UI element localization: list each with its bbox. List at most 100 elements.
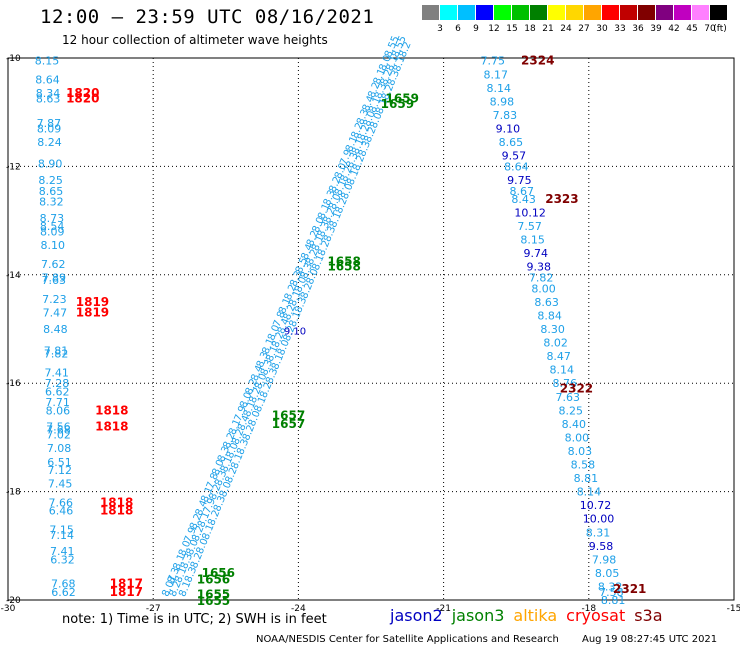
- wave-height-value: 8.32: [39, 196, 64, 209]
- pass-time-label: 2322: [560, 382, 593, 396]
- wave-height-value: 8.14: [577, 486, 602, 499]
- wave-height-value: 7.82: [44, 347, 68, 360]
- wave-height-value: 8.15: [35, 55, 60, 68]
- wave-height-value: 9.57: [502, 150, 527, 163]
- wave-height-value: 7.87: [37, 117, 62, 130]
- wave-height-value: 8.24: [37, 136, 62, 149]
- wave-height-value: 8.64: [35, 74, 60, 87]
- map-frame: [7, 57, 735, 601]
- wave-height-value: 8.47: [546, 350, 571, 363]
- pass-time-label: 2321: [613, 582, 646, 596]
- wave-height-value: 8.31: [586, 526, 611, 539]
- scale-label: 9: [473, 24, 479, 34]
- wave-height-value: 8.30: [540, 323, 565, 336]
- satellite-jason3: jason3: [451, 606, 505, 625]
- wave-height-value: 7.08: [47, 442, 72, 455]
- scale-label: 45: [686, 24, 698, 34]
- scale-label: 21: [542, 24, 554, 34]
- map-title: 12:00 – 23:59 UTC 08/16/2021: [40, 6, 375, 28]
- scale-label: 36: [632, 24, 644, 34]
- satellite-cryosat: cryosat: [566, 606, 626, 625]
- wave-height-value: 10.72: [580, 499, 612, 512]
- wave-height-value: 8.76: [553, 377, 578, 390]
- wave-height-value: 8.67: [510, 185, 535, 198]
- pass-time-label: 1656: [202, 566, 235, 580]
- scale-swatch: [458, 5, 475, 20]
- wave-height-value: 8.84: [537, 309, 562, 322]
- pass-time-label: 1655: [197, 594, 230, 608]
- lon-tick-label: -30: [1, 604, 16, 614]
- scale-swatch: [602, 5, 619, 20]
- wave-height-value: 10.12: [514, 206, 546, 219]
- pass-time-label: 1659: [381, 97, 414, 111]
- wave-height-value: 7.68: [51, 578, 76, 591]
- wave-height-value: 9.10: [284, 326, 306, 337]
- lon-tick-label: -24: [291, 604, 306, 614]
- scale-swatch: [566, 5, 583, 20]
- wave-height-value: 8.40: [562, 418, 587, 431]
- wave-height-value: 9.74: [523, 247, 548, 260]
- wave-height-value: 7.45: [48, 477, 73, 490]
- credit-text: NOAA/NESDIS Center for Satellite Applica…: [256, 634, 559, 645]
- wave-height-value: 7.47: [43, 307, 68, 320]
- scale-label: 70: [704, 24, 716, 34]
- lat-tick-label: -18: [6, 488, 21, 498]
- lat-tick-label: -14: [6, 271, 21, 281]
- scale-swatch: [548, 5, 565, 20]
- wave-height-value: 7.57: [517, 220, 542, 233]
- scale-swatch: [656, 5, 673, 20]
- wave-height-value: 8.02: [543, 337, 568, 350]
- wave-height-value: 7.62: [41, 258, 66, 271]
- wave-height-value: 7.28: [45, 377, 69, 390]
- satellite-s3a: s3a: [634, 606, 663, 625]
- wave-height-value: 9.75: [507, 174, 532, 187]
- wave-height-value: 7.14: [50, 529, 75, 542]
- wave-height-value: 8.65: [39, 185, 64, 198]
- wave-height-value: 7.89: [41, 272, 65, 285]
- pass-time-label: 2323: [545, 192, 578, 206]
- pass-time-label: 2324: [521, 54, 554, 68]
- scale-label: 27: [578, 24, 590, 34]
- wave-height-value: 7.68: [46, 423, 71, 436]
- wave-height-value: 9.38: [526, 261, 551, 274]
- pass-time-label: 1820: [66, 92, 99, 106]
- wave-height-value: 8.15: [520, 234, 545, 247]
- wave-height-value: 6.62: [45, 385, 70, 398]
- pass-time-label: 1656: [197, 572, 230, 586]
- wave-height-value: 7.75: [481, 55, 506, 68]
- pass-time-label: 1820: [66, 86, 99, 100]
- timestamp-text: Aug 19 08:27:45 UTC 2021: [582, 634, 718, 645]
- wave-height-value: 8.17: [484, 68, 509, 81]
- scale-label: 24: [560, 24, 572, 34]
- pass-time-label: 1657: [272, 417, 305, 431]
- scale-label: 42: [668, 24, 680, 34]
- scale-label: 12: [488, 24, 500, 34]
- scale-label: 18: [524, 24, 536, 34]
- wave-height-value: 8.64: [504, 160, 528, 173]
- wave-height-value: 8.14: [487, 82, 512, 95]
- pass-time-label: 1658: [327, 254, 360, 268]
- wave-height-value: 6.62: [51, 586, 76, 599]
- scale-swatch: [512, 5, 529, 20]
- pass-time-label: 1817: [110, 585, 143, 599]
- pass-time-label: 1659: [386, 92, 419, 106]
- wave-height-value: 7.63: [556, 391, 581, 404]
- wave-height-value: 7.81: [44, 345, 69, 358]
- wave-height-value: 8.34: [36, 87, 61, 100]
- wave-height-value: 7.02: [46, 429, 70, 442]
- wave-height-value: 7.41: [44, 366, 69, 379]
- wave-height-value: 8.10: [40, 239, 64, 252]
- wave-height-value: 8.65: [499, 136, 524, 149]
- wave-height-value: 6.46: [49, 505, 74, 518]
- scale-swatch: [620, 5, 637, 20]
- pass-time-label: 1819: [76, 306, 109, 320]
- wave-height-value: 8.00: [531, 282, 556, 295]
- wave-height-value: 6.32: [50, 553, 75, 566]
- wave-height-value: 8.81: [574, 472, 599, 485]
- scale-swatch: [530, 5, 547, 20]
- wave-height-value: 7.63: [42, 274, 67, 287]
- scale-label: 3: [437, 24, 443, 34]
- lon-tick-label: -18: [581, 604, 596, 614]
- wave-height-value: 7.98: [592, 553, 617, 566]
